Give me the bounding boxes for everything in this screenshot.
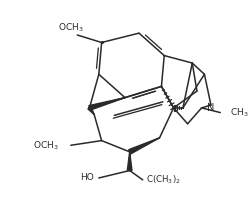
Polygon shape [127,152,132,171]
Polygon shape [129,138,160,154]
Polygon shape [88,107,94,114]
Polygon shape [89,98,125,110]
Text: OCH$_3$: OCH$_3$ [58,21,84,34]
Text: C(CH$_3$)$_2$: C(CH$_3$)$_2$ [146,174,180,186]
Text: HO: HO [80,174,94,183]
Text: CH$_3$: CH$_3$ [230,106,248,119]
Text: OCH$_3$: OCH$_3$ [33,139,59,151]
Text: N: N [207,103,215,113]
